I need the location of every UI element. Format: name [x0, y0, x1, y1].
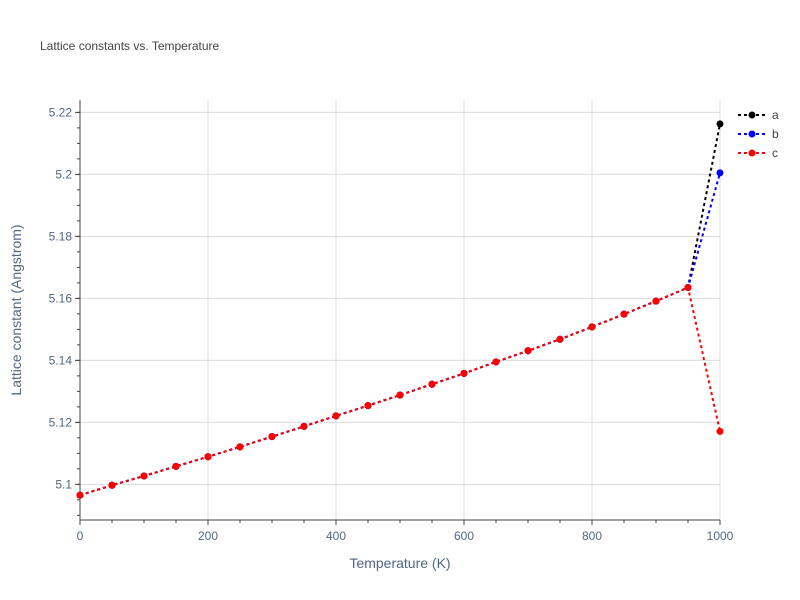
data-point-c — [684, 284, 692, 292]
legend-label-c: c — [772, 146, 778, 160]
data-point-c — [716, 427, 724, 435]
x-tick-label: 200 — [198, 529, 218, 543]
data-point-c — [492, 358, 500, 366]
legend-marker-a — [748, 111, 756, 119]
data-point-c — [140, 472, 148, 480]
data-point-b — [716, 169, 724, 177]
legend-item-c[interactable]: c — [738, 146, 778, 160]
x-tick-label: 600 — [454, 529, 474, 543]
data-point-c — [332, 412, 340, 420]
data-point-c — [620, 310, 628, 318]
legend-item-b[interactable]: b — [738, 127, 779, 141]
y-tick-label: 5.12 — [49, 415, 73, 429]
series-c — [76, 284, 724, 499]
data-point-c — [524, 347, 532, 355]
series-line-a — [79, 123, 721, 497]
x-tick-label: 0 — [77, 529, 84, 543]
y-tick-label: 5.2 — [55, 167, 72, 181]
series-b — [76, 169, 724, 499]
y-tick-label: 5.14 — [49, 353, 73, 367]
y-axis-title: Lattice constant (Angstrom) — [8, 224, 24, 395]
series-a — [76, 120, 724, 499]
y-tick-label: 5.22 — [49, 105, 73, 119]
series-line-b — [79, 172, 721, 497]
data-point-c — [172, 462, 180, 470]
x-tick-label: 400 — [326, 529, 346, 543]
data-point-c — [300, 422, 308, 430]
legend-marker-c — [748, 149, 756, 157]
x-axis-title: Temperature (K) — [349, 555, 450, 571]
series-layer — [76, 120, 724, 499]
grid-lines — [80, 100, 721, 520]
x-tick-label: 800 — [582, 529, 602, 543]
legend-marker-b — [748, 130, 756, 138]
data-point-c — [396, 391, 404, 399]
data-point-c — [236, 443, 244, 451]
y-tick-label: 5.1 — [55, 477, 72, 491]
y-axis-ticks: 5.1 5.12 5.14 5.16 5.18 5.2 5.22 — [49, 105, 80, 516]
data-point-c — [652, 297, 660, 305]
chart-title: Lattice constants vs. Temperature — [40, 39, 220, 53]
legend-label-b: b — [772, 127, 779, 141]
legend-label-a: a — [772, 108, 779, 122]
y-tick-label: 5.16 — [49, 291, 73, 305]
x-axis-ticks: 0 200 400 600 800 1000 — [77, 520, 734, 543]
data-point-c — [460, 369, 468, 377]
axes — [79, 100, 720, 521]
data-point-c — [204, 453, 212, 461]
data-point-c — [364, 402, 372, 410]
data-point-a — [716, 120, 724, 128]
legend-item-a[interactable]: a — [738, 108, 779, 122]
data-point-c — [268, 433, 276, 441]
data-point-c — [588, 323, 596, 331]
data-point-c — [108, 481, 116, 489]
y-tick-label: 5.18 — [49, 229, 73, 243]
data-point-c — [556, 335, 564, 343]
legend[interactable]: abc — [738, 108, 779, 160]
data-point-c — [76, 491, 84, 499]
x-tick-label: 1000 — [707, 529, 734, 543]
data-point-c — [428, 380, 436, 388]
